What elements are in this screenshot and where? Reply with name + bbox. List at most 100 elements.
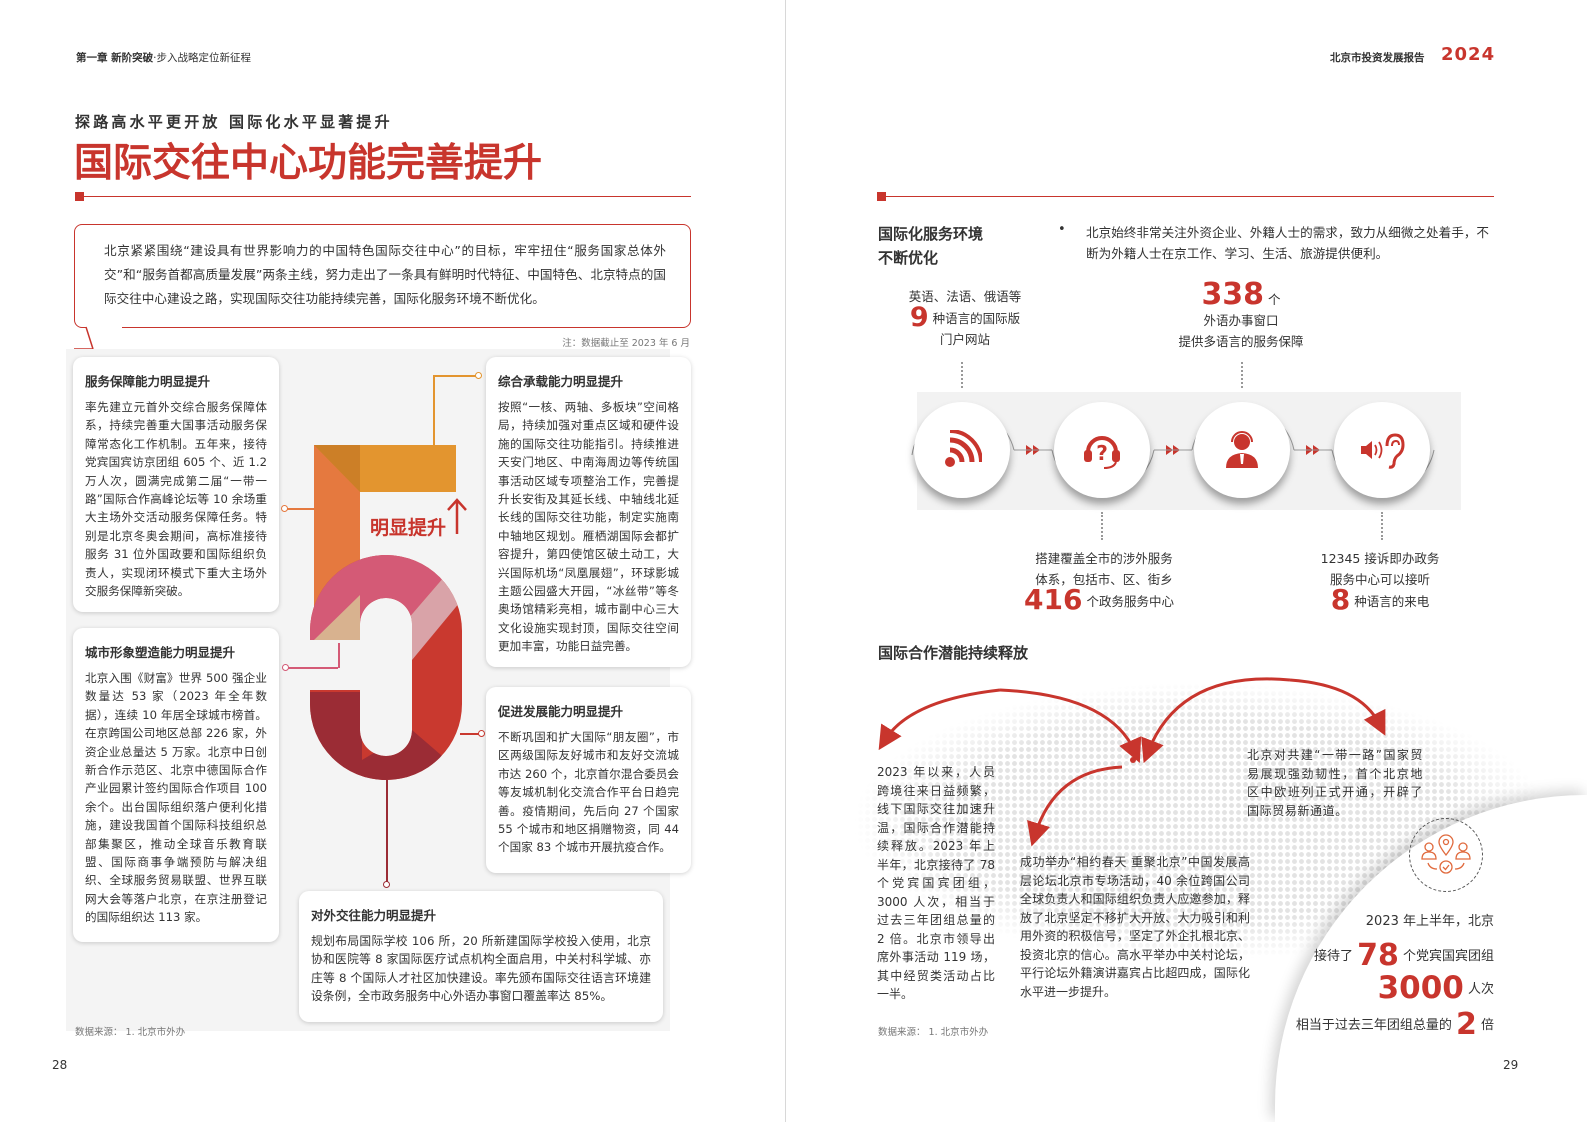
connector-line xyxy=(433,375,478,377)
stat-text: 个政务服务中心 xyxy=(1086,594,1174,609)
section-title-line: 不断优化 xyxy=(878,249,939,267)
card-body: 率先建立元首外交综合服务保障体系，持续完善重大国事活动服务保障常态化工作机制。五… xyxy=(85,400,267,599)
card-carrying-capacity: 综合承载能力明显提升 按照“一核、两轴、多板块”空间格局，持续加强对重点区域和硬… xyxy=(486,357,691,667)
highlight-line1: 2023 年上半年，北京 xyxy=(1365,914,1494,929)
service-circle-centers: ? xyxy=(1054,402,1150,498)
stat-text: 种语言的来电 xyxy=(1354,594,1430,609)
numeral-five-graphic xyxy=(300,445,462,780)
stat-windows: 338 个 外语办事窗口 提供多语言的服务保障 xyxy=(1160,280,1322,352)
highlight-text: 接待了 xyxy=(1313,949,1353,964)
card-external-exchange: 对外交往能力明显提升 规划布局国际学校 106 所，20 所新建国际学校投入使用… xyxy=(299,891,663,1022)
connector-line xyxy=(286,667,338,669)
arrow-up-icon xyxy=(447,498,467,534)
stat-number: 416 xyxy=(1024,583,1083,616)
connector-line xyxy=(386,780,388,884)
highlight-text: 倍 xyxy=(1480,1018,1494,1033)
intro-box: 北京紧紧围绕“建设具有世界影响力的中国特色国际交往中心”的目标，牢牢扭住“服务国… xyxy=(74,224,691,328)
svg-text:?: ? xyxy=(1096,441,1108,465)
connector-dot xyxy=(383,881,390,888)
stat-service-centers: 搭建覆盖全市的涉外服务 体系，包括市、区、街乡 416 个政务服务中心 xyxy=(1020,548,1188,614)
page-spine xyxy=(785,0,786,1122)
data-source: 数据来源： 1. 北京市外办 xyxy=(878,1027,989,1038)
card-body: 按照“一核、两轴、多板块”空间格局，持续加强对重点区域和硬件设施的国际交往功能指… xyxy=(498,400,679,654)
section-title-service: 国际化服务环境 不断优化 xyxy=(878,222,983,270)
connector-line xyxy=(284,508,314,510)
connector-line xyxy=(460,733,480,735)
highlight-text: 相当于过去三年团组总量的 xyxy=(1295,1018,1452,1033)
data-source: 数据来源： 1. 北京市外办 xyxy=(75,1027,186,1038)
stat-text: 服务中心可以接听 xyxy=(1329,572,1430,587)
stat-number: 8 xyxy=(1330,583,1351,616)
chapter-label: 第一章 xyxy=(76,52,108,64)
cooperation-text-left: 2023 年以来，人员跨境往来日益频繁，线下国际交往加速升温，国际合作潜能持续释… xyxy=(877,765,995,1001)
connector-dot xyxy=(282,664,289,671)
card-title: 综合承载能力明显提升 xyxy=(498,374,624,389)
cooperation-text-right: 北京对共建“一带一路”国家贸易展现强劲韧性，首个北京地区中欧班列正式开通，开辟了… xyxy=(1247,748,1423,818)
connector-dot xyxy=(478,730,485,737)
stat-text: 体系，包括市、区、街乡 xyxy=(1035,572,1173,587)
part-subtitle: ·步入战略定位新征程 xyxy=(153,52,251,64)
title-rule-marker xyxy=(75,192,84,201)
ear-sound-icon xyxy=(1361,433,1405,469)
card-development: 促进发展能力明显提升 不断巩固和扩大国际“朋友圈”，市区两级国际友好城市和友好交… xyxy=(486,687,691,873)
connector-line xyxy=(433,375,435,445)
highlight-number: 78 xyxy=(1357,938,1399,973)
card-title: 城市形象塑造能力明显提升 xyxy=(85,645,236,660)
dotted-connector xyxy=(961,362,963,388)
page-title: 国际交往中心功能完善提升 xyxy=(74,141,543,186)
highlight-icon-ring xyxy=(1409,818,1483,892)
rss-icon xyxy=(945,430,982,467)
intro-text: 北京紧紧围绕“建设具有世界影响力的中国特色国际交往中心”的目标，牢牢扭住“服务国… xyxy=(104,243,666,306)
stat-number: 9 xyxy=(909,302,929,333)
page-number: 29 xyxy=(1503,1058,1519,1072)
highlight-number: 3000 xyxy=(1377,970,1464,1006)
part-label: 新阶突破 xyxy=(111,52,154,64)
stat-text: 12345 接诉即办政务 xyxy=(1320,551,1440,566)
section-rule-marker xyxy=(877,192,886,201)
stat-languages-portal: 英语、法语、俄语等 9 种语言的国际版 门户网站 xyxy=(895,286,1035,350)
card-body: 北京入围《财富》世界 500 强企业数量达 53 家（2023 年全年数据），连… xyxy=(85,671,267,925)
card-body: 不断巩固和扩大国际“朋友圈”，市区两级国际友好城市和友好交流城市达 260 个，… xyxy=(498,730,679,855)
service-circle-hotline xyxy=(1334,402,1430,498)
report-year: 2024 xyxy=(1441,44,1496,65)
stat-text: 个 xyxy=(1268,292,1281,307)
highlight-number: 2 xyxy=(1455,1007,1477,1042)
connector-line xyxy=(338,643,340,668)
stat-text: 英语、法语、俄语等 xyxy=(908,289,1022,304)
section-title-line: 国际化服务环境 xyxy=(878,225,984,243)
stat-hotline-languages: 12345 接诉即办政务 服务中心可以接听 8 种语言的来电 xyxy=(1300,548,1460,614)
cooperation-text-middle: 成功举办“相约春天 重聚北京”中国发展高层论坛北京市专场活动，40 余位跨国公司… xyxy=(1020,855,1250,999)
customer-service-agent-icon xyxy=(1226,431,1258,468)
card-title: 促进发展能力明显提升 xyxy=(498,704,624,719)
headset-question-icon: ? xyxy=(1084,436,1120,469)
connector-dot xyxy=(281,505,288,512)
card-title: 服务保障能力明显提升 xyxy=(85,374,211,389)
stat-text: 外语办事窗口 xyxy=(1203,313,1279,328)
highlight-line2: 接待了 78 个党宾国宾团组 xyxy=(1270,938,1494,973)
dotted-connector xyxy=(1241,362,1243,388)
running-head-right: 北京市投资发展报告 xyxy=(1330,52,1425,64)
card-service-guarantee: 服务保障能力明显提升 率先建立元首外交综合服务保障体系，持续完善重大国事活动服务… xyxy=(73,357,279,612)
connector-dot xyxy=(475,372,482,379)
highlight-line3: 3000 人次 xyxy=(1270,970,1494,1006)
section-rule xyxy=(886,196,1494,197)
card-city-image: 城市形象塑造能力明显提升 北京入围《财富》世界 500 强企业数量达 53 家（… xyxy=(73,628,279,942)
stat-text: 种语言的国际版 xyxy=(932,311,1021,326)
highlight-line4: 相当于过去三年团组总量的 2 倍 xyxy=(1270,1007,1494,1042)
service-circle-windows xyxy=(1194,402,1290,498)
bullet-dot: • xyxy=(1058,222,1066,237)
page-number: 28 xyxy=(52,1058,68,1072)
highlight-text: 个党宾国宾团组 xyxy=(1402,949,1494,964)
card-body: 规划布局国际学校 106 所，20 所新建国际学校投入使用，北京协和医院等 8 … xyxy=(311,934,651,1004)
stat-number: 338 xyxy=(1201,277,1265,312)
route-arrows xyxy=(878,677,1386,847)
stat-text: 提供多语言的服务保障 xyxy=(1178,334,1304,349)
highlight-text: 人次 xyxy=(1467,982,1494,997)
running-head-left: 第一章 新阶突破·步入战略定位新征程 xyxy=(76,50,251,65)
intro-box-tail xyxy=(74,320,122,350)
stat-text: 搭建覆盖全市的涉外服务 xyxy=(1035,551,1173,566)
section-intro-bullet: 北京始终非常关注外资企业、外籍人士的需求，致力从细微之处着手，不断为外籍人士在京… xyxy=(1086,225,1489,261)
people-location-icon xyxy=(1421,834,1471,874)
title-rule xyxy=(84,196,691,197)
card-title: 对外交往能力明显提升 xyxy=(311,908,437,923)
